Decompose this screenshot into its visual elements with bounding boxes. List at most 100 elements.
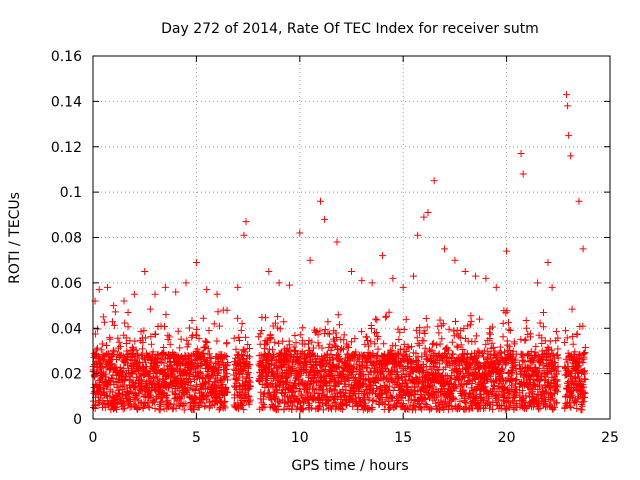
data-point <box>108 318 116 326</box>
data-point <box>552 370 560 378</box>
data-point <box>201 403 209 411</box>
data-point <box>372 328 380 336</box>
data-point <box>489 387 497 395</box>
data-point <box>124 323 132 331</box>
y-tick-label: 0.04 <box>51 321 82 337</box>
y-tick-label: 0 <box>73 412 82 428</box>
data-point <box>128 343 136 351</box>
data-point <box>240 231 248 239</box>
data-point <box>115 390 123 398</box>
data-point <box>499 319 507 327</box>
data-point <box>400 326 408 334</box>
data-point <box>442 358 450 366</box>
data-point <box>204 345 212 353</box>
data-point <box>95 398 103 406</box>
data-point <box>563 91 571 99</box>
data-point <box>499 333 507 341</box>
data-point <box>373 316 381 324</box>
data-point <box>436 340 444 348</box>
data-point <box>421 395 429 403</box>
data-point <box>374 345 382 353</box>
data-point <box>472 272 480 280</box>
data-point <box>571 348 579 356</box>
data-point <box>358 277 366 285</box>
data-point <box>340 373 348 381</box>
data-point <box>420 337 428 345</box>
data-point <box>114 334 122 342</box>
data-point <box>428 383 436 391</box>
data-point <box>367 325 375 333</box>
data-point <box>580 383 588 391</box>
data-point <box>261 314 269 322</box>
data-point <box>280 318 288 326</box>
data-point <box>526 376 534 384</box>
data-point <box>526 330 534 338</box>
data-point <box>489 398 497 406</box>
data-point <box>195 335 203 343</box>
data-point <box>575 197 583 205</box>
data-point <box>418 353 426 361</box>
data-point <box>214 369 222 377</box>
data-point <box>486 404 494 412</box>
data-point <box>141 268 149 276</box>
data-point <box>107 356 115 364</box>
data-point <box>188 385 196 393</box>
data-point <box>483 347 491 355</box>
data-point <box>271 319 279 327</box>
data-point <box>507 381 515 389</box>
data-point <box>520 397 528 405</box>
data-point <box>324 329 332 337</box>
data-point <box>180 406 188 414</box>
data-point <box>266 331 274 339</box>
y-tick-label: 0.12 <box>51 140 82 156</box>
data-point <box>332 398 340 406</box>
data-point <box>352 348 360 356</box>
data-point <box>340 336 348 344</box>
data-point <box>172 288 180 296</box>
data-point <box>388 394 396 402</box>
data-point <box>260 390 268 398</box>
data-point <box>358 328 366 336</box>
data-point <box>319 385 327 393</box>
data-point <box>503 307 511 315</box>
data-point <box>149 348 157 356</box>
data-point <box>175 358 183 366</box>
data-point <box>192 387 200 395</box>
data-point <box>213 290 221 298</box>
data-point <box>460 386 468 394</box>
data-point <box>455 332 463 340</box>
data-point <box>305 340 313 348</box>
data-point <box>471 338 479 346</box>
x-tick-label: 20 <box>498 430 516 446</box>
data-point <box>562 327 570 335</box>
data-point <box>147 333 155 341</box>
data-point <box>535 364 543 372</box>
data-point <box>374 332 382 340</box>
data-point <box>306 256 314 264</box>
data-point <box>567 152 575 160</box>
data-point <box>118 351 126 359</box>
data-point <box>579 359 587 367</box>
data-point <box>190 364 198 372</box>
data-point <box>395 399 403 407</box>
data-point <box>333 238 341 246</box>
data-point <box>525 389 533 397</box>
data-point <box>219 306 227 314</box>
data-point <box>429 340 437 348</box>
data-point <box>348 338 356 346</box>
data-point <box>315 370 323 378</box>
data-point <box>578 384 586 392</box>
data-point <box>135 366 142 374</box>
data-point <box>292 339 300 347</box>
data-point <box>183 336 191 344</box>
data-point <box>573 405 581 413</box>
data-point <box>179 401 187 409</box>
data-point <box>160 322 168 330</box>
data-point <box>482 274 490 282</box>
data-point <box>222 365 230 373</box>
data-point <box>454 360 462 368</box>
data-point <box>283 393 291 401</box>
data-point <box>328 362 336 370</box>
data-point <box>413 334 421 342</box>
data-point <box>400 352 408 360</box>
